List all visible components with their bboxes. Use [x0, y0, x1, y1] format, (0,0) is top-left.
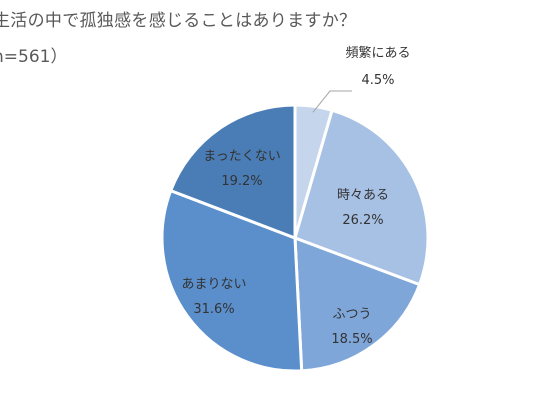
- slice-label: ふつう: [332, 307, 371, 322]
- leader-line: [312, 90, 352, 113]
- slice-value-label: 26.2%: [342, 213, 383, 228]
- slice-label: まったくない: [203, 149, 280, 164]
- pie-slice: [168, 103, 297, 241]
- slice-value-label: 19.2%: [221, 174, 262, 189]
- slice-value-label: 31.6%: [193, 302, 234, 317]
- pie-slice: [160, 188, 304, 373]
- chart-subtitle: n=561）: [0, 47, 68, 67]
- slice-label: 頻繁にある: [345, 45, 410, 61]
- pie-slice: [293, 235, 422, 373]
- chart-title: 生活の中で孤独感を感じることはありますか？: [0, 11, 357, 31]
- slice-value-label: 18.5%: [331, 332, 372, 347]
- slice-label: あまりない: [181, 277, 246, 292]
- slice-label: 時々ある: [337, 188, 389, 203]
- slice-value-label: 4.5%: [361, 73, 394, 88]
- pie-slice: [293, 108, 430, 287]
